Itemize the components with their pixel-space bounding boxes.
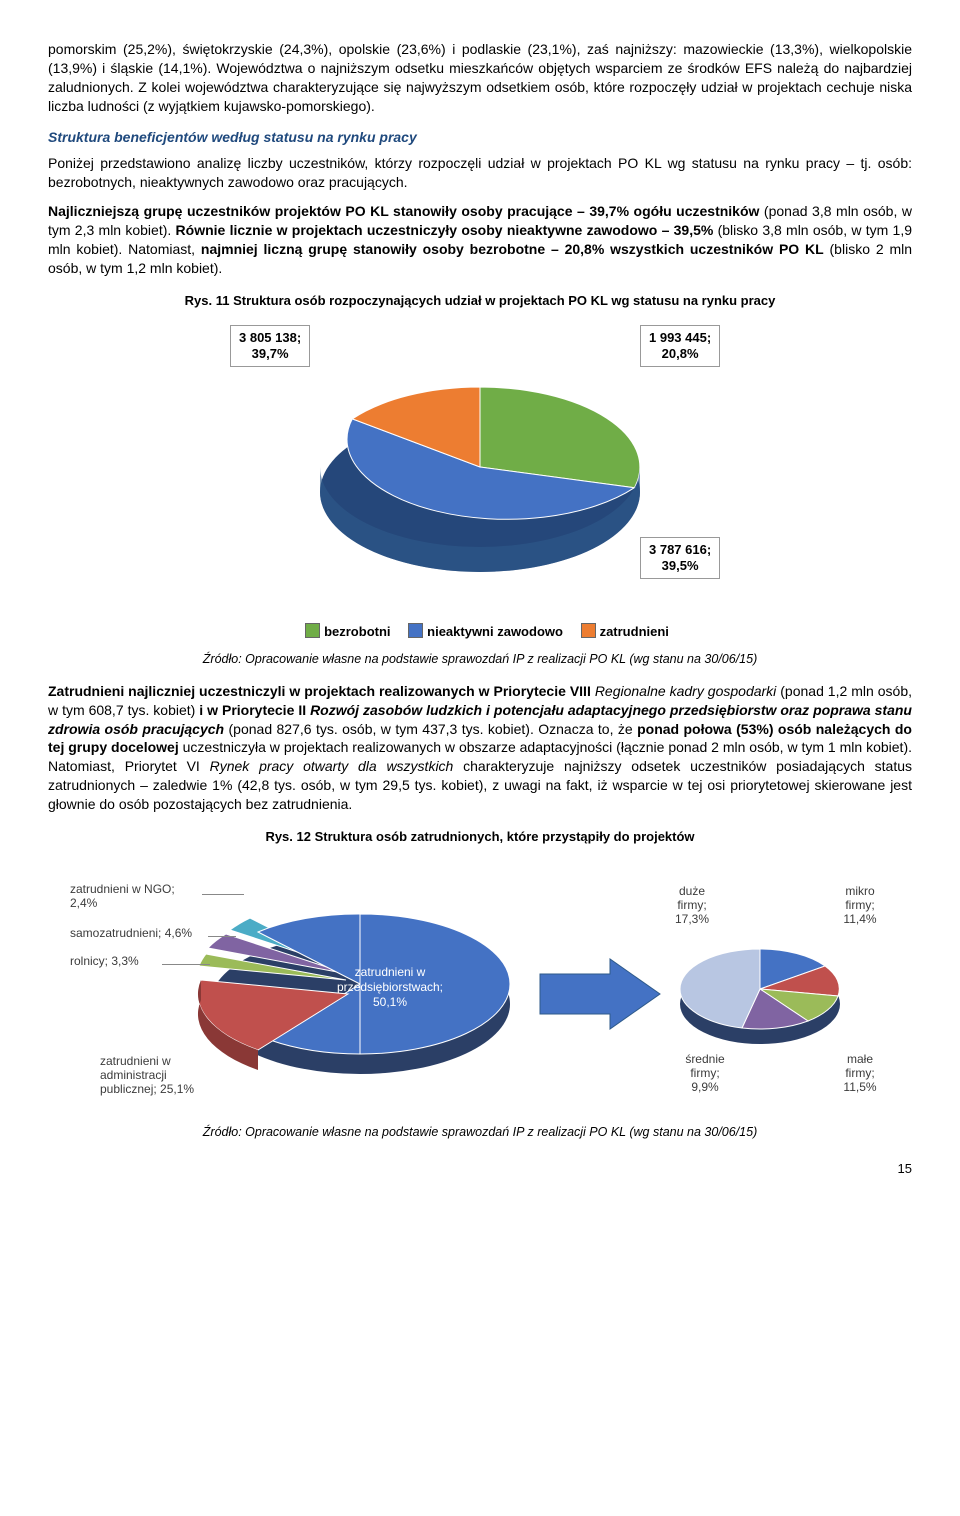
fig12-caption-prefix: Rys. 12 [265, 829, 311, 844]
p3-bold-2: Równie licznie w projektach uczestniczył… [176, 222, 714, 238]
legend-swatch-nieaktywni [408, 623, 423, 638]
p4-ital-2: Rynek pracy otwarty dla wszystkich [210, 758, 454, 774]
fig12-label-samoz: samozatrudnieni; 4,6% [70, 926, 220, 940]
leader-samoz [208, 936, 236, 937]
fig11-label-bezr-l1: 1 993 445; [649, 330, 711, 345]
fig11-caption: Rys. 11 Struktura osób rozpoczynających … [48, 292, 912, 310]
fig11-source: Źródło: Opracowanie własne na podstawie … [48, 651, 912, 668]
page-number: 15 [48, 1160, 912, 1178]
fig11-label-niea-l1: 3 787 616; [649, 542, 711, 557]
section-title: Struktura beneficjentów według statusu n… [48, 128, 912, 147]
fig11-caption-prefix: Rys. 11 [185, 293, 230, 308]
fig12-label-srednie: średniefirmy;9,9% [670, 1052, 740, 1095]
legend-swatch-zatrudnieni [581, 623, 596, 638]
p3-bold-3: najmniej liczną grupę stanowiły osoby be… [201, 241, 824, 257]
fig11-legend: bezrobotni nieaktywni zawodowo zatrudnie… [48, 623, 912, 641]
fig11-label-nieaktywni: 3 787 616; 39,5% [640, 537, 720, 578]
fig12-source: Źródło: Opracowanie własne na podstawie … [48, 1124, 912, 1141]
fig12-label-rolnicy: rolnicy; 3,3% [70, 954, 190, 968]
legend-label-zatrudnieni: zatrudnieni [600, 624, 669, 639]
p4-bold-2: i w Priorytecie II [199, 702, 310, 718]
fig11-label-zatr-l1: 3 805 138; [239, 330, 301, 345]
legend-label-bezrobotni: bezrobotni [324, 624, 390, 639]
fig11-label-bezr-l2: 20,8% [662, 346, 699, 361]
p4-span-2: (ponad 827,6 tys. osób, w tym 437,3 tys.… [224, 721, 637, 737]
legend-label-nieaktywni: nieaktywni zawodowo [427, 624, 563, 639]
paragraph-3: Najliczniejszą grupę uczestników projekt… [48, 202, 912, 278]
fig12-label-male: małefirmy;11,5% [830, 1052, 890, 1095]
fig11-label-bezrobotni: 1 993 445; 20,8% [640, 325, 720, 366]
fig12-label-mikro: mikrofirmy;11,4% [830, 884, 890, 927]
p4-ital-1: Regionalne kadry gospodarki [595, 683, 776, 699]
paragraph-1: pomorskim (25,2%), świętokrzyskie (24,3%… [48, 40, 912, 116]
fig11-chart: 3 805 138; 39,7% 1 993 445; 20,8% 3 787 … [160, 317, 800, 617]
svg-text:50,1%: 50,1% [373, 995, 407, 1009]
p3-bold-1: Najliczniejszą grupę uczestników projekt… [48, 203, 759, 219]
paragraph-2: Poniżej przedstawiono analizę liczby ucz… [48, 154, 912, 192]
fig12-label-admin: zatrudnieni wadministracjipublicznej; 25… [100, 1054, 230, 1097]
svg-text:zatrudnieni w: zatrudnieni w [355, 965, 426, 979]
fig11-label-zatrudnieni: 3 805 138; 39,7% [230, 325, 310, 366]
paragraph-4: Zatrudnieni najliczniej uczestniczyli w … [48, 682, 912, 814]
legend-swatch-bezrobotni [305, 623, 320, 638]
leader-ngo [202, 894, 244, 895]
fig12-chart: zatrudnieni w przedsiębiorstwach; 50,1% … [70, 854, 890, 1114]
fig11-caption-text: Struktura osób rozpoczynających udział w… [233, 293, 775, 308]
leader-rolnicy [162, 964, 210, 965]
fig12-caption-text: Struktura osób zatrudnionych, które przy… [315, 829, 695, 844]
p4-bold-1: Zatrudnieni najliczniej uczestniczyli w … [48, 683, 595, 699]
fig12-caption: Rys. 12 Struktura osób zatrudnionych, kt… [48, 828, 912, 846]
fig12-label-duze: dużefirmy;17,3% [662, 884, 722, 927]
fig12-label-ngo: zatrudnieni w NGO;2,4% [70, 882, 210, 911]
fig11-label-zatr-l2: 39,7% [252, 346, 289, 361]
svg-text:przedsiębiorstwach;: przedsiębiorstwach; [337, 980, 443, 994]
fig11-label-niea-l2: 39,5% [662, 558, 699, 573]
